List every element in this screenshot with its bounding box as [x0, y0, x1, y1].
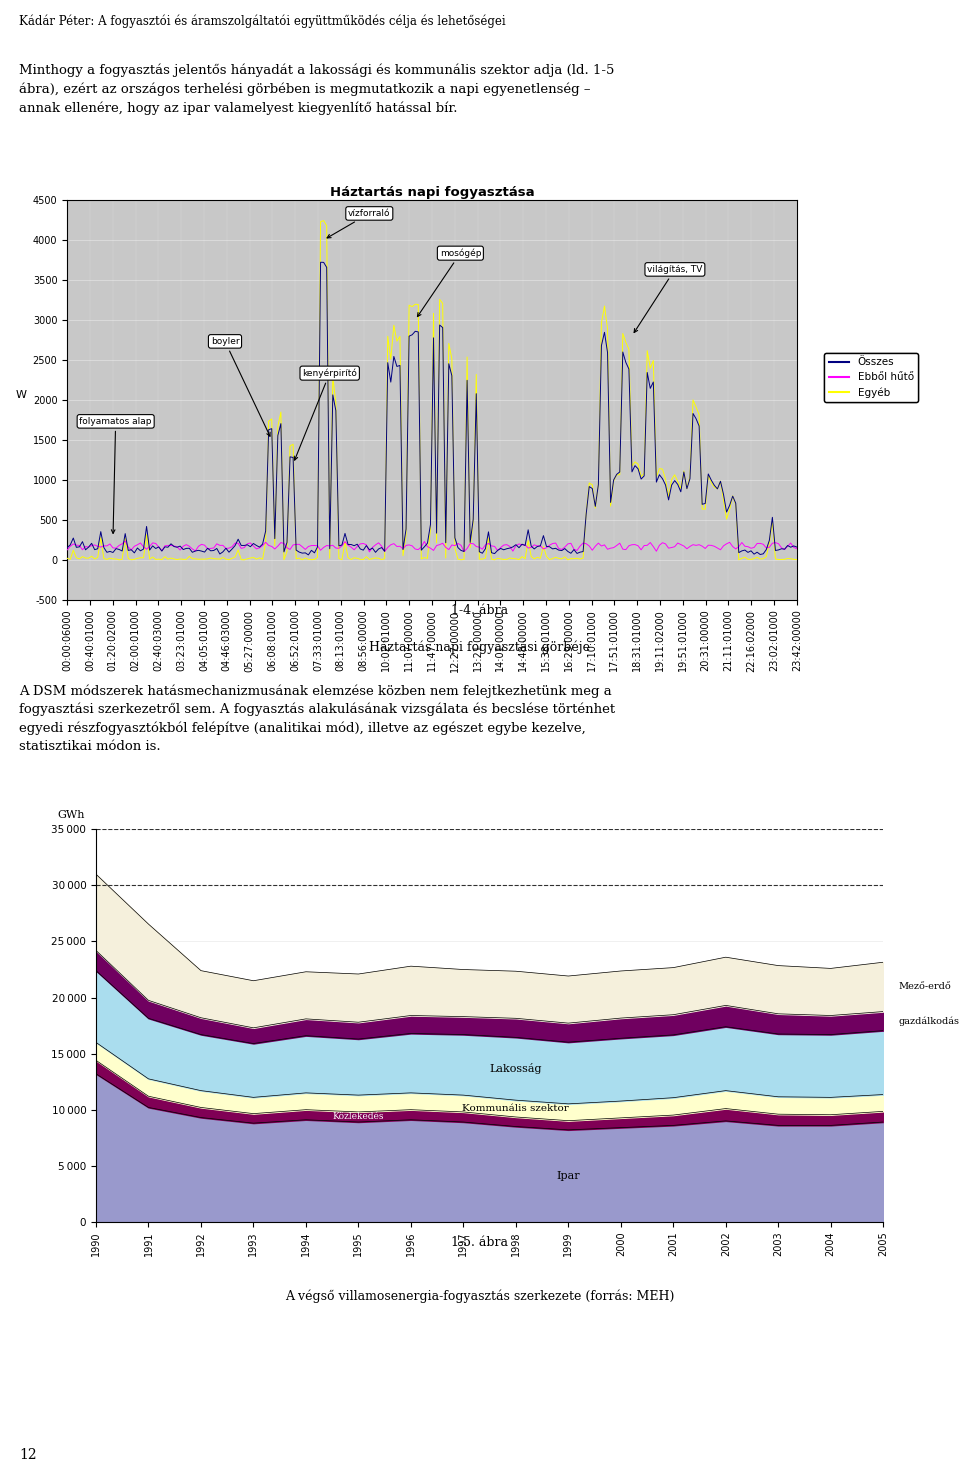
- Text: világítás, TV: világítás, TV: [635, 265, 703, 333]
- Text: A végső villamosenergia-fogyasztás szerkezete (forrás: MEH): A végső villamosenergia-fogyasztás szerk…: [285, 1288, 675, 1303]
- Text: Ipar: Ipar: [557, 1171, 580, 1180]
- Text: vízforraló: vízforraló: [327, 209, 391, 238]
- Text: folyamatos alap: folyamatos alap: [80, 416, 152, 533]
- Text: Mező-erdő: Mező-erdő: [899, 982, 951, 991]
- Text: 12: 12: [19, 1448, 36, 1462]
- Y-axis label: W: W: [16, 390, 27, 400]
- Text: kenyérpirító: kenyérpirító: [295, 369, 357, 461]
- Text: Kádár Péter: A fogyasztói és áramszolgáltatói együttműködés célja és lehetőségei: Kádár Péter: A fogyasztói és áramszolgál…: [19, 15, 506, 28]
- Text: Közlekedés: Közlekedés: [333, 1112, 384, 1121]
- Text: GWh: GWh: [58, 810, 85, 819]
- Text: A DSM módszerek hatásmechanizmusának elemzése közben nem felejtkezhetünk meg a
f: A DSM módszerek hatásmechanizmusának ele…: [19, 684, 615, 754]
- Text: boyler: boyler: [210, 336, 270, 437]
- Text: mosógép: mosógép: [418, 249, 481, 317]
- Text: 1-5. ábra: 1-5. ábra: [451, 1235, 509, 1248]
- Text: gazdálkodás: gazdálkodás: [899, 1016, 960, 1026]
- Text: Minthogy a fogyasztás jelentős hányadát a lakossági és kommunális szektor adja (: Minthogy a fogyasztás jelentős hányadát …: [19, 64, 614, 114]
- Text: Háztartás napi fogyasztási görbéje: Háztartás napi fogyasztási görbéje: [370, 640, 590, 655]
- Legend: Összes, Ebből hűtő, Egyéb: Összes, Ebből hűtő, Egyéb: [825, 352, 918, 403]
- Text: Kommunális szektor: Kommunális szektor: [463, 1103, 569, 1114]
- Title: Háztartás napi fogyasztása: Háztartás napi fogyasztása: [329, 185, 535, 198]
- Text: 1-4. ábra: 1-4. ábra: [451, 604, 509, 618]
- Text: Lakosság: Lakosság: [490, 1063, 542, 1074]
